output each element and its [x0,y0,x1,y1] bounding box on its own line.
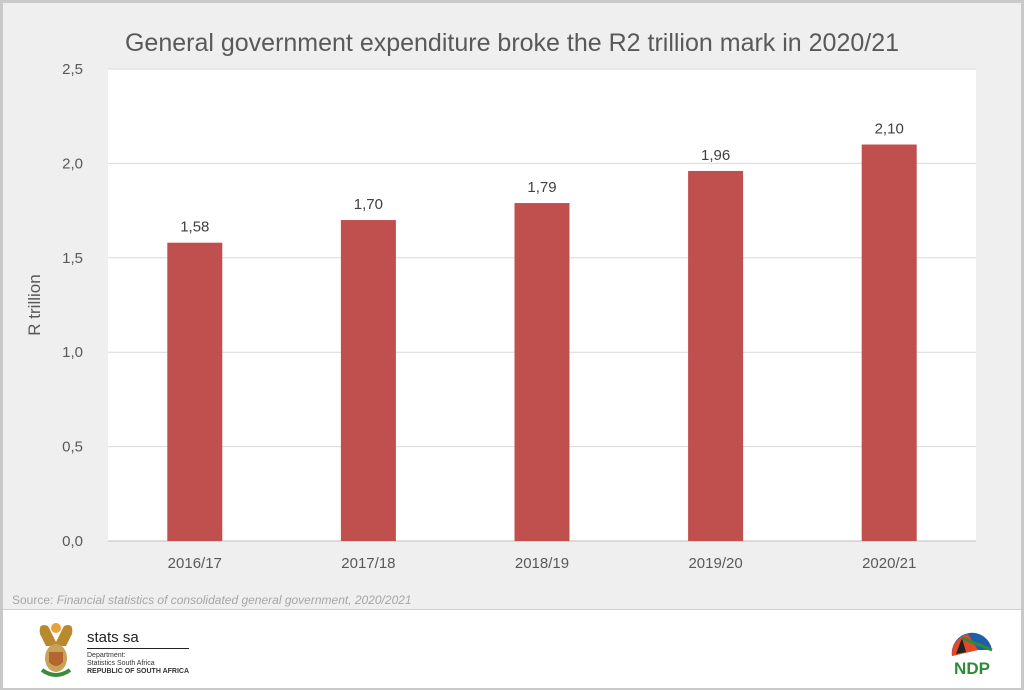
y-axis-label: R trillion [25,274,44,335]
y-tick-label: 1,0 [62,344,83,361]
dept-line-1: Department: [87,652,126,659]
stats-sa-logo-text: stats sa [87,629,189,649]
y-tick-label: 2,0 [62,155,83,172]
source-text: Financial statistics of consolidated gen… [56,593,412,607]
ndp-2030-logo-icon: NDP [951,632,993,676]
source-prefix: Source: [12,593,57,607]
y-tick-label: 0,5 [62,439,83,456]
data-label: 1,79 [527,179,556,196]
x-tick-label: 2016/17 [168,555,222,572]
y-tick-label: 0,0 [62,533,83,550]
bar-chart: 0,0 0,5 1,0 1,5 2,0 2,5 1,58 2016/17 1,70 2017/18… [25,61,976,572]
x-tick-label: 2018/19 [515,555,569,572]
x-tick-label: 2017/18 [341,555,395,572]
footer: stats sa Department: Statistics South Af… [3,609,1021,688]
bar [861,144,917,541]
bar [688,170,744,541]
coat-of-arms-icon [39,623,73,677]
bar [167,242,223,542]
data-label: 1,70 [354,196,383,213]
y-tick-label: 2,5 [62,61,83,78]
source-note: Source: Financial statistics of consolid… [12,593,412,607]
data-label: 2,10 [875,121,904,138]
y-tick-label: 1,5 [62,250,83,267]
dept-line-3: REPUBLIC OF SOUTH AFRICA [87,668,190,675]
bar [340,220,396,542]
bar [514,203,570,541]
data-label: 1,58 [180,219,209,236]
x-tick-label: 2019/20 [688,555,742,572]
chart-title: General government expenditure broke the… [124,29,900,57]
dept-line-2: Statistics South Africa [87,660,155,667]
data-label: 1,96 [701,147,730,164]
svg-text:NDP: NDP [954,659,990,676]
x-tick-label: 2020/21 [862,555,916,572]
